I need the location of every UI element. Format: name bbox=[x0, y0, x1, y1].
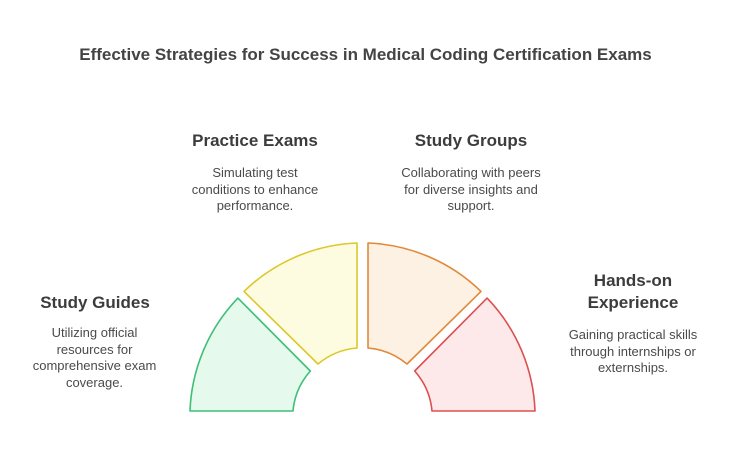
label-hands-on-experience: Hands-on Experience bbox=[587, 271, 679, 312]
segment-study-guides bbox=[189, 297, 312, 412]
description-hands-on-experience: Gaining practical skills through interns… bbox=[568, 327, 698, 375]
description-study-guides: Utilizing official resources for compreh… bbox=[32, 325, 157, 390]
segment-practice-exams bbox=[243, 242, 358, 365]
segment-study-groups bbox=[367, 242, 482, 365]
label-practice-exams: Practice Exams bbox=[192, 131, 318, 150]
segment-hands-on-experience bbox=[413, 297, 536, 412]
description-practice-exams: Simulating test conditions to enhance pe… bbox=[191, 165, 319, 213]
label-study-guides: Study Guides bbox=[40, 293, 150, 312]
label-study-groups: Study Groups bbox=[414, 131, 528, 150]
description-study-groups: Collaborating with peers for diverse ins… bbox=[401, 165, 541, 213]
diagram-title: Effective Strategies for Success in Medi… bbox=[79, 45, 652, 64]
